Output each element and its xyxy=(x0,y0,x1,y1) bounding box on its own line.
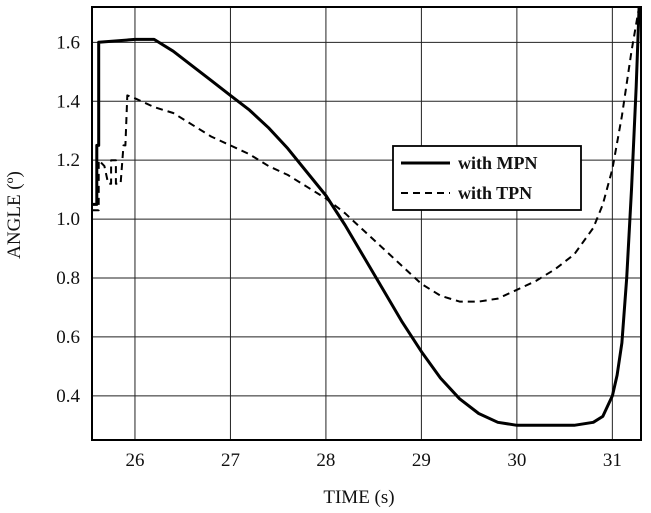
y-tick-label: 1.4 xyxy=(56,91,80,112)
legend-label-tpn: with TPN xyxy=(458,183,532,203)
x-tick-label: 27 xyxy=(221,450,240,471)
x-tick-label: 26 xyxy=(125,450,144,471)
y-tick-label: 1.0 xyxy=(56,209,80,230)
plot-frame xyxy=(91,6,642,441)
x-tick-label: 29 xyxy=(412,450,431,471)
x-axis-label: TIME (s) xyxy=(323,487,394,508)
legend: with MPN with TPN xyxy=(392,145,582,211)
grid xyxy=(92,7,641,440)
x-tick-label: 31 xyxy=(603,450,622,471)
y-tick-label: 0.4 xyxy=(56,386,80,407)
y-tick-label: 1.6 xyxy=(56,32,80,53)
y-tick-label: 1.2 xyxy=(56,150,80,171)
legend-label-mpn: with MPN xyxy=(458,153,538,173)
y-axis-label: ANGLE (º) xyxy=(4,171,25,259)
x-tick-label: 30 xyxy=(507,450,526,471)
y-tick-label: 0.6 xyxy=(56,327,80,348)
legend-box xyxy=(392,145,582,211)
x-tick-label: 28 xyxy=(316,450,335,471)
series-line-mpn xyxy=(92,6,641,427)
tick-labels: 26 27 28 29 30 31 0.4 0.6 0.8 1.0 1.2 1.4 1.6 xyxy=(56,32,622,471)
y-tick-label: 0.8 xyxy=(56,268,80,289)
series-layer xyxy=(92,6,641,427)
series-line-tpn xyxy=(92,6,641,303)
